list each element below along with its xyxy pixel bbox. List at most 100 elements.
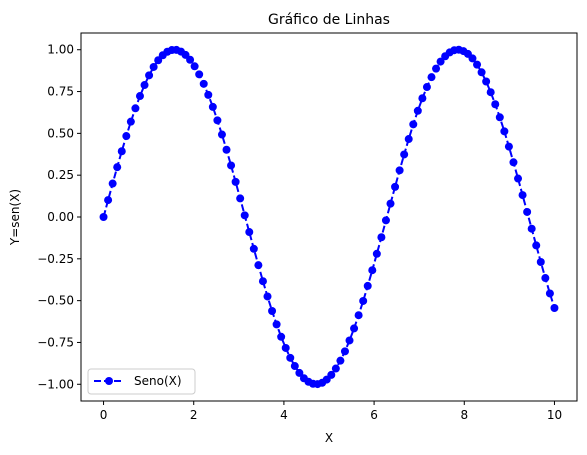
x-tick-label: 4 bbox=[280, 408, 288, 422]
data-point bbox=[468, 54, 477, 63]
plot-frame bbox=[80, 32, 578, 402]
data-point bbox=[509, 158, 518, 167]
data-point bbox=[272, 320, 281, 329]
legend-swatch-marker bbox=[105, 377, 113, 385]
data-point bbox=[340, 347, 349, 356]
data-point bbox=[135, 92, 144, 101]
legend-label: Seno(X) bbox=[134, 374, 182, 388]
data-point bbox=[550, 303, 559, 312]
data-point bbox=[404, 135, 413, 144]
data-point bbox=[418, 94, 427, 103]
data-point bbox=[395, 166, 404, 175]
data-point bbox=[281, 343, 290, 352]
data-point bbox=[254, 261, 263, 270]
x-tick-label: 2 bbox=[190, 408, 198, 422]
data-point bbox=[359, 296, 368, 305]
data-point bbox=[514, 174, 523, 183]
data-point bbox=[377, 233, 386, 242]
data-point bbox=[532, 241, 541, 250]
data-point bbox=[363, 281, 372, 290]
data-point bbox=[345, 336, 354, 345]
data-point bbox=[504, 142, 513, 151]
y-tick-label: 0.50 bbox=[47, 126, 74, 140]
data-point bbox=[263, 292, 272, 301]
y-tick-label: −0.50 bbox=[37, 294, 74, 308]
data-point bbox=[372, 249, 381, 258]
y-tick-label: 1.00 bbox=[47, 43, 74, 57]
data-point bbox=[432, 64, 441, 73]
data-point bbox=[277, 332, 286, 341]
data-point bbox=[331, 364, 340, 373]
data-point bbox=[486, 88, 495, 97]
data-point bbox=[500, 127, 509, 136]
plot-area bbox=[80, 32, 578, 402]
data-point bbox=[199, 79, 208, 88]
data-point bbox=[286, 353, 295, 362]
data-point bbox=[231, 177, 240, 186]
data-point bbox=[350, 324, 359, 333]
data-point bbox=[495, 113, 504, 122]
data-point bbox=[541, 274, 550, 283]
y-tick-label: −0.25 bbox=[37, 252, 74, 266]
x-axis-label: X bbox=[325, 431, 333, 445]
y-tick-label: −0.75 bbox=[37, 335, 74, 349]
data-point bbox=[126, 117, 135, 126]
data-point bbox=[99, 213, 108, 221]
data-point bbox=[249, 244, 258, 253]
x-tick-label: 8 bbox=[460, 408, 468, 422]
data-point bbox=[186, 55, 195, 64]
data-point bbox=[354, 311, 363, 320]
data-point bbox=[518, 191, 527, 200]
data-point bbox=[413, 106, 422, 115]
data-point bbox=[422, 83, 431, 92]
data-point bbox=[258, 277, 267, 286]
data-point bbox=[477, 68, 486, 77]
x-tick-label: 6 bbox=[370, 408, 378, 422]
data-point bbox=[122, 132, 131, 141]
data-point bbox=[149, 62, 158, 71]
data-point bbox=[190, 62, 199, 71]
data-point bbox=[268, 307, 277, 316]
data-point bbox=[227, 161, 236, 170]
y-tick-label: 0.75 bbox=[47, 85, 74, 99]
x-tick-label: 0 bbox=[100, 408, 108, 422]
data-point bbox=[327, 370, 336, 379]
chart-title: Gráfico de Linhas bbox=[268, 12, 390, 28]
data-point bbox=[213, 116, 222, 125]
data-point bbox=[240, 211, 249, 220]
data-point bbox=[140, 81, 149, 90]
data-point bbox=[131, 104, 140, 113]
y-tick-label: 0.25 bbox=[47, 168, 74, 182]
data-point bbox=[236, 194, 245, 203]
data-point bbox=[527, 224, 536, 233]
data-point bbox=[117, 147, 126, 156]
data-point bbox=[536, 257, 545, 266]
data-point bbox=[409, 120, 418, 129]
data-point bbox=[204, 90, 213, 99]
y-axis-label: Y=sen(X) bbox=[8, 189, 22, 246]
y-tick-label: −1.00 bbox=[37, 377, 74, 391]
data-point bbox=[491, 100, 500, 109]
data-point bbox=[391, 182, 400, 191]
data-point bbox=[368, 266, 377, 275]
legend: Seno(X) bbox=[87, 368, 196, 395]
y-tick-label: 0.00 bbox=[47, 210, 74, 224]
data-point bbox=[108, 179, 117, 188]
data-point bbox=[473, 60, 482, 69]
data-point bbox=[386, 199, 395, 208]
data-point bbox=[145, 71, 154, 80]
data-point bbox=[295, 368, 304, 377]
data-point bbox=[400, 150, 409, 159]
data-point bbox=[208, 102, 217, 111]
legend-box bbox=[87, 368, 196, 395]
data-point bbox=[245, 228, 254, 237]
data-point bbox=[217, 130, 226, 139]
data-point bbox=[222, 145, 231, 154]
data-point bbox=[482, 77, 491, 86]
data-point bbox=[113, 163, 122, 172]
y-axis: −1.00 −0.75 −0.50 −0.25 0.00 0.25 0.50 0.75 1.00 bbox=[37, 43, 81, 391]
data-point bbox=[336, 356, 345, 365]
data-point bbox=[104, 196, 113, 205]
x-axis: 0 2 4 6 8 10 bbox=[100, 401, 562, 422]
